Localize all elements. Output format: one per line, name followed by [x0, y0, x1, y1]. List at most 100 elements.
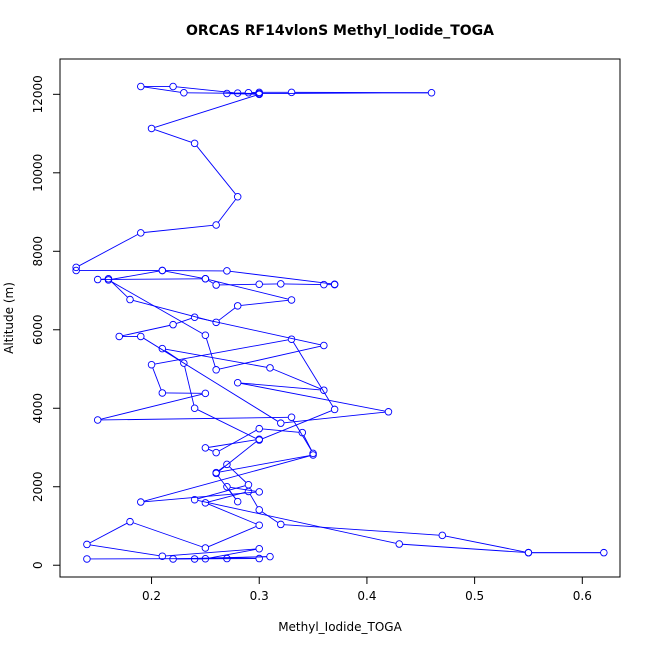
data-point: [255, 424, 263, 433]
data-point: [180, 359, 188, 367]
data-point: [255, 89, 263, 98]
data-point: [255, 280, 263, 289]
data-point: [83, 555, 91, 563]
series-line-segment: [208, 526, 257, 548]
series-line-segment: [165, 548, 256, 557]
series-line-segment: [111, 270, 160, 280]
series-line-segment: [240, 382, 321, 391]
series-line-segment: [100, 393, 203, 420]
data-point: [72, 266, 80, 275]
data-point: [223, 460, 231, 469]
series-line-segment: [197, 409, 257, 439]
data-point: [223, 482, 231, 491]
series-line-segment: [218, 440, 257, 472]
data-point: [93, 416, 102, 424]
y-tick-label: 2000: [31, 471, 45, 502]
series-line-segment: [208, 448, 214, 452]
data-point: [298, 428, 307, 437]
series-line-segment: [217, 475, 237, 500]
series-line-segment: [218, 429, 257, 452]
data-point: [287, 88, 296, 97]
data-point: [126, 517, 134, 526]
data-point: [72, 263, 80, 272]
data-point: [190, 555, 199, 563]
data-point: [158, 266, 167, 275]
data-point: [137, 82, 145, 91]
series-line-segment: [165, 270, 203, 279]
x-tick-label: 0.5: [465, 589, 484, 603]
y-tick-label: 8000: [31, 236, 45, 267]
series-line-segment: [184, 366, 195, 406]
data-point: [169, 320, 177, 329]
data-point: [169, 555, 177, 563]
data-point: [233, 302, 242, 310]
x-tick-label: 0.3: [250, 589, 269, 603]
series-line-segment: [249, 494, 258, 508]
series-points: [72, 82, 608, 563]
series-line-segment: [110, 280, 128, 298]
data-point: [330, 280, 339, 289]
data-point: [233, 89, 242, 97]
series-line-segment: [187, 92, 256, 94]
data-point: [395, 540, 403, 548]
series-line-segment: [292, 341, 334, 407]
data-point: [201, 544, 210, 552]
y-axis-label: Altitude (m): [2, 282, 16, 354]
data-point: [212, 366, 220, 374]
series-line-segment: [219, 283, 256, 286]
data-point: [212, 318, 220, 327]
series-line-segment: [205, 338, 216, 367]
chart-title: ORCAS RF14vlonS Methyl_Iodide_TOGA: [186, 23, 494, 39]
series-line-segment: [208, 503, 257, 525]
data-point: [223, 554, 231, 563]
x-axis-label: Methyl_Iodide_TOGA: [278, 620, 402, 634]
data-point: [201, 275, 210, 283]
data-point: [255, 488, 263, 496]
series-line-segment: [176, 317, 192, 325]
data-point: [104, 275, 113, 283]
data-point: [212, 281, 220, 289]
data-point: [255, 506, 263, 514]
series-line-segment: [154, 129, 192, 143]
data-point: [255, 436, 263, 444]
data-point: [190, 404, 199, 413]
series-line-segment: [218, 307, 236, 321]
series-line-segment: [196, 145, 236, 195]
series-line-segment: [208, 280, 214, 284]
data-point: [384, 408, 393, 416]
data-point: [212, 448, 220, 457]
series-line-segment: [90, 544, 160, 557]
data-point: [212, 221, 220, 229]
data-point: [287, 413, 296, 422]
series-line-segment: [272, 368, 321, 390]
series-line-segment: [165, 348, 267, 368]
series-line-segment: [217, 199, 237, 223]
data-point: [233, 379, 242, 387]
data-point: [137, 229, 145, 237]
data-point: [309, 449, 317, 458]
data-point: [287, 296, 296, 304]
series-line-segment: [262, 92, 429, 94]
data-point: [266, 364, 274, 372]
series-line-segment: [218, 466, 225, 471]
series-line-segment: [100, 278, 203, 280]
data-point: [201, 555, 210, 563]
data-point: [190, 495, 199, 504]
data-point: [255, 544, 263, 553]
data-point: [137, 332, 145, 341]
data-point: [287, 335, 296, 343]
y-tick-label: 0: [31, 561, 45, 569]
data-point: [147, 360, 156, 369]
data-point: [233, 192, 242, 201]
data-point: [600, 548, 608, 557]
data-point: [158, 344, 167, 353]
series-line-segment: [219, 455, 310, 473]
series-line-segment: [197, 317, 321, 346]
data-point: [190, 313, 199, 321]
series-line-segment: [240, 382, 386, 412]
series-line-segment: [133, 299, 214, 322]
series-line-segment: [122, 324, 170, 337]
x-tick-label: 0.2: [142, 589, 161, 603]
